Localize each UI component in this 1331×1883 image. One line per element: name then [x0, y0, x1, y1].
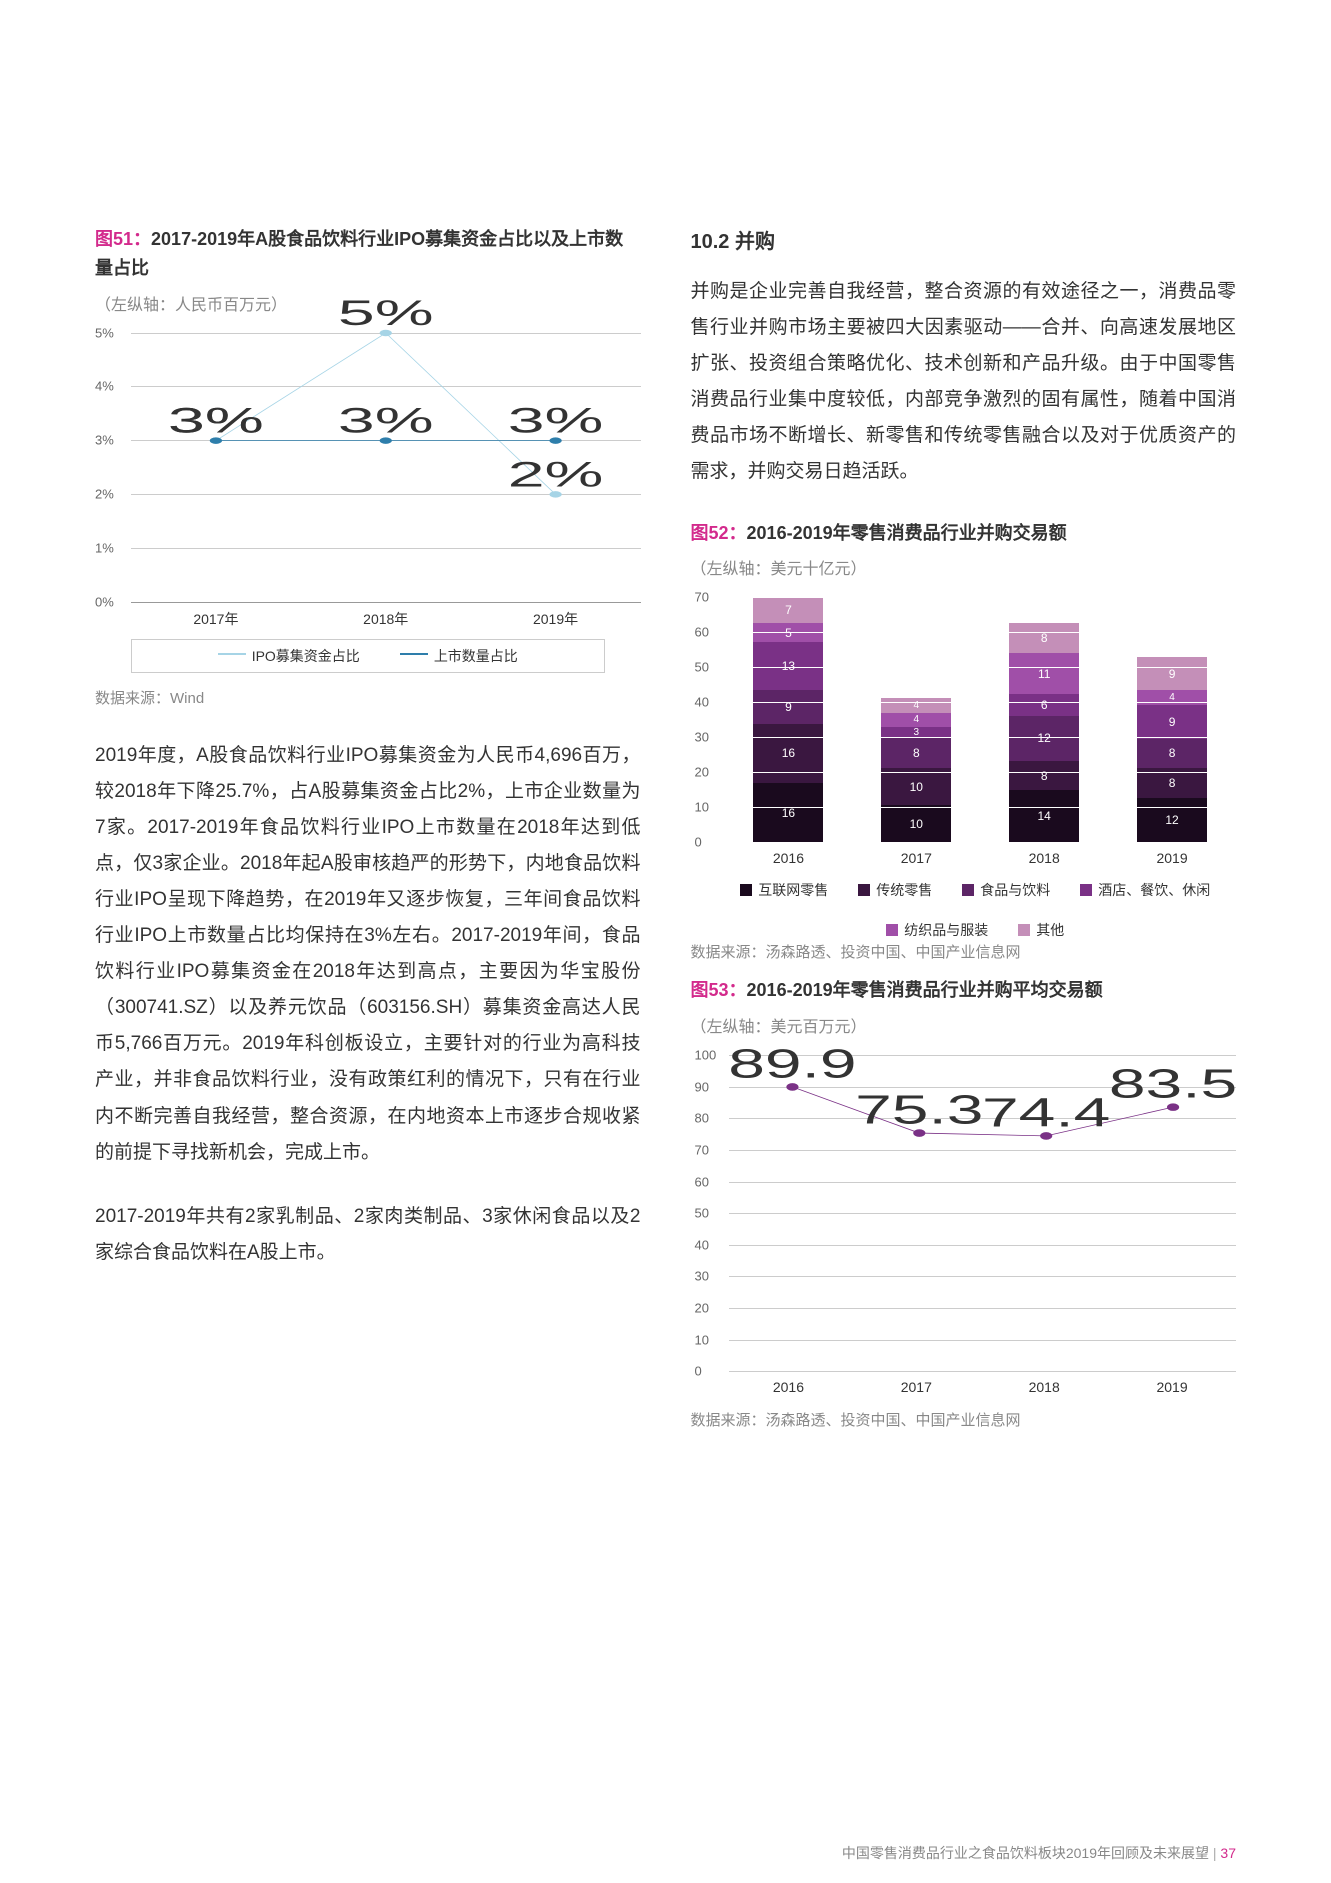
chart53-title-text: 2016-2019年零售消费品行业并购平均交易额 [747, 980, 1103, 1000]
legend-item: 酒店、餐饮、休闲 [1080, 880, 1210, 900]
chart53-title-prefix: 图53： [691, 980, 747, 1000]
svg-text:3%: 3% [338, 401, 434, 440]
legend-item: 纺织品与服装 [886, 920, 988, 940]
chart51-title: 图51：2017-2019年A股食品饮料行业IPO募集资金占比以及上市数量占比 [95, 225, 641, 283]
bar: 161691357 [753, 597, 823, 842]
chart51-plot: 0%1%2%3%4%5%3%5%2%3%3%3% [131, 333, 641, 603]
svg-text:3%: 3% [168, 401, 264, 440]
svg-text:89.9: 89.9 [728, 1040, 856, 1086]
chart52-plot: 0102030405060701616913571010834414812611… [725, 597, 1237, 843]
chart52-title-text: 2016-2019年零售消费品行业并购交易额 [747, 523, 1067, 543]
legend-item: 互联网零售 [740, 880, 828, 900]
chart51: 0%1%2%3%4%5%3%5%2%3%3%3% 2017年2018年2019年… [95, 333, 641, 673]
chart51-x-labels: 2017年2018年2019年 [131, 603, 641, 629]
chart51-title-prefix: 图51： [95, 229, 151, 249]
chart53: 010203040506070809010089.975.374.483.5 2… [691, 1055, 1237, 1395]
chart51-title-text: 2017-2019年A股食品饮料行业IPO募集资金占比以及上市数量占比 [95, 229, 623, 278]
footer-page: 37 [1220, 1845, 1236, 1861]
chart53-axis-note: （左纵轴：美元百万元） [691, 1013, 1237, 1037]
left-paragraph: 2019年度，A股食品饮料行业IPO募集资金为人民币4,696百万，较2018年… [95, 738, 641, 1171]
chart52-legend: 互联网零售 传统零售 食品与饮料 酒店、餐饮、休闲纺织品与服装 其他 [725, 880, 1227, 940]
bar: 1288949 [1137, 657, 1207, 843]
section-heading: 10.2 并购 [691, 225, 1237, 254]
page-footer: 中国零售消费品行业之食品饮料板块2019年回顾及未来展望 | 37 [842, 1843, 1236, 1863]
chart52-source: 数据来源：汤森路透、投资中国、中国产业信息网 [691, 941, 1237, 962]
svg-text:5%: 5% [338, 293, 434, 332]
chart51-source: 数据来源：Wind [95, 687, 641, 708]
chart52-axis-note: （左纵轴：美元十亿元） [691, 555, 1237, 579]
section-paragraph: 并购是企业完善自我经营，整合资源的有效途径之一，消费品零售行业并购市场主要被四大… [691, 274, 1237, 491]
chart52-title: 图52：2016-2019年零售消费品行业并购交易额 [691, 519, 1237, 548]
chart52-title-prefix: 图52： [691, 523, 747, 543]
chart53-plot: 010203040506070809010089.975.374.483.5 [729, 1055, 1237, 1372]
legend-item: 食品与饮料 [962, 880, 1050, 900]
bar: 148126118 [1009, 623, 1079, 842]
footer-text: 中国零售消费品行业之食品饮料板块2019年回顾及未来展望 [842, 1845, 1209, 1861]
svg-text:3%: 3% [508, 401, 604, 440]
chart52: 0102030405060701616913571010834414812611… [691, 597, 1237, 927]
bar: 10108344 [881, 698, 951, 843]
chart53-title: 图53：2016-2019年零售消费品行业并购平均交易额 [691, 976, 1237, 1005]
legend-item: 其他 [1018, 920, 1064, 940]
chart53-x-labels: 2016201720182019 [725, 1372, 1237, 1395]
svg-text:83.5: 83.5 [1108, 1060, 1236, 1106]
chart51-legend: IPO募集资金占比上市数量占比 [131, 639, 605, 673]
svg-text:2%: 2% [508, 455, 604, 494]
svg-text:75.3: 75.3 [855, 1086, 983, 1132]
left-paragraph: 2017-2019年共有2家乳制品、2家肉类制品、3家休闲食品以及2家综合食品饮… [95, 1199, 641, 1271]
chart52-x-labels: 2016201720182019 [725, 843, 1237, 866]
svg-text:74.4: 74.4 [981, 1089, 1109, 1135]
legend-item: 传统零售 [858, 880, 932, 900]
chart53-source: 数据来源：汤森路透、投资中国、中国产业信息网 [691, 1409, 1237, 1430]
